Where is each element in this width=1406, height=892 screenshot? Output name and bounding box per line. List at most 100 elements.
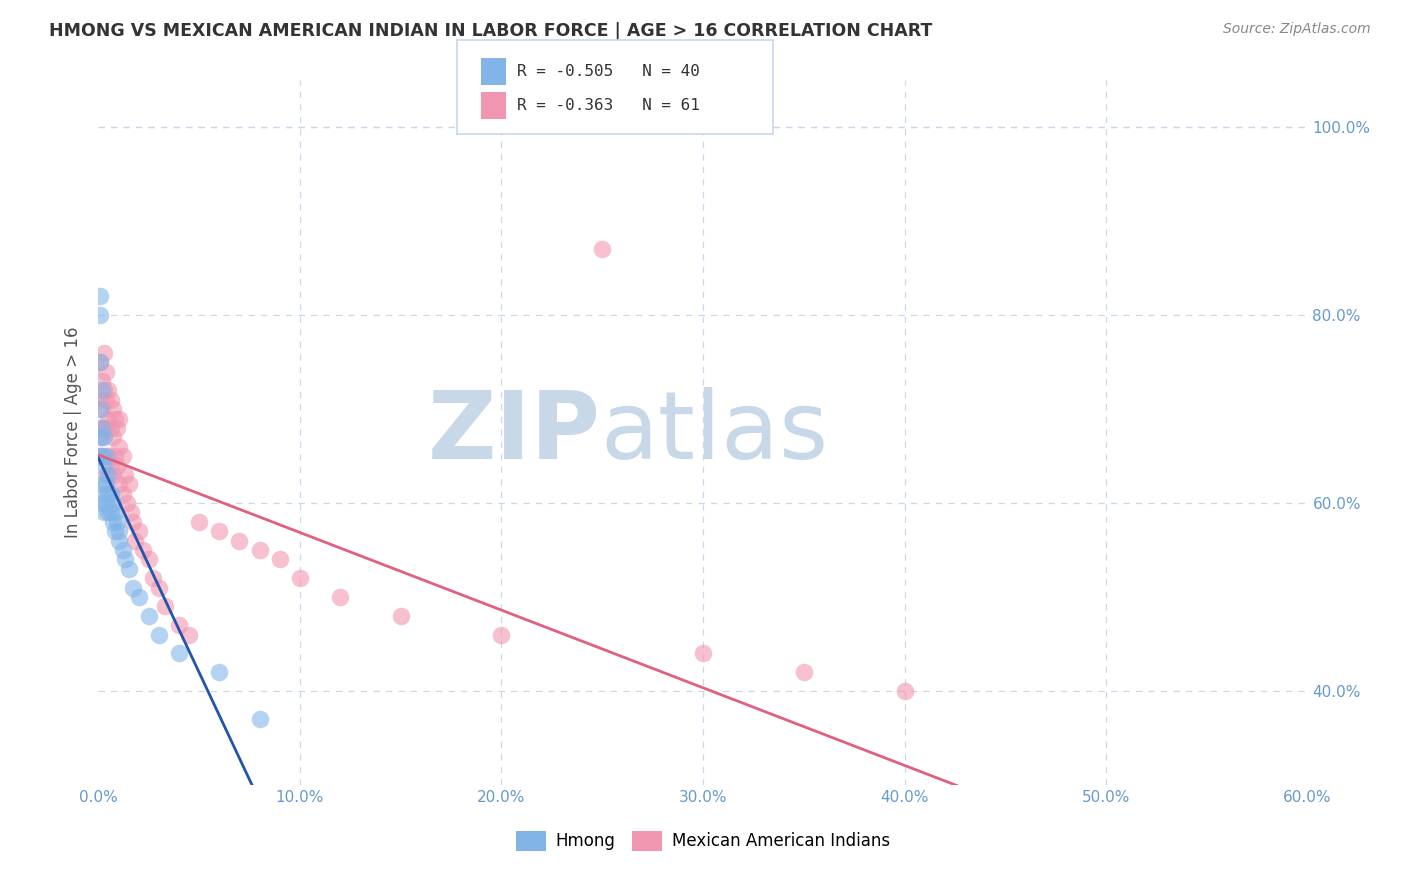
Point: [115, 496, 138, 510]
Point: [138, 552, 160, 566]
Text: atlas: atlas: [600, 386, 828, 479]
Text: R = -0.363   N = 61: R = -0.363 N = 61: [517, 98, 700, 112]
Point: [91, 430, 114, 444]
Point: [329, 590, 352, 604]
Point: [249, 712, 271, 726]
Point: [389, 608, 412, 623]
Point: [96, 467, 118, 482]
Point: [93, 458, 115, 473]
Point: [148, 627, 170, 641]
Point: [100, 506, 122, 520]
Point: [97, 449, 120, 463]
Point: [107, 411, 129, 425]
Point: [96, 421, 118, 435]
Point: [89, 355, 111, 369]
Text: Source: ZipAtlas.com: Source: ZipAtlas.com: [1223, 22, 1371, 37]
Point: [97, 411, 120, 425]
Point: [103, 506, 125, 520]
Point: [105, 515, 128, 529]
Point: [111, 486, 134, 500]
Point: [118, 477, 141, 491]
Point: [89, 421, 111, 435]
Point: [269, 552, 291, 566]
Point: [101, 496, 124, 510]
Point: [96, 392, 118, 407]
Point: [188, 515, 211, 529]
Point: [132, 543, 155, 558]
Point: [107, 477, 129, 491]
Point: [208, 665, 231, 680]
Point: [101, 402, 124, 417]
Point: [893, 684, 915, 698]
Point: [100, 458, 122, 473]
Point: [89, 430, 111, 444]
Point: [89, 402, 111, 417]
Point: [114, 552, 136, 566]
Point: [89, 289, 111, 303]
Point: [107, 533, 129, 548]
Point: [167, 647, 190, 661]
Point: [91, 384, 114, 398]
Point: [93, 421, 115, 435]
Y-axis label: In Labor Force | Age > 16: In Labor Force | Age > 16: [65, 326, 83, 539]
Legend: Hmong, Mexican American Indians: Hmong, Mexican American Indians: [509, 824, 897, 858]
Point: [100, 486, 122, 500]
Point: [111, 449, 134, 463]
Point: [208, 524, 231, 539]
Point: [153, 599, 176, 614]
Point: [89, 355, 111, 369]
Point: [96, 477, 118, 491]
Point: [91, 477, 114, 491]
Point: [793, 665, 815, 680]
Point: [121, 515, 143, 529]
Point: [101, 430, 124, 444]
Point: [288, 571, 311, 585]
Point: [491, 627, 513, 641]
Point: [89, 308, 111, 322]
Point: [128, 524, 150, 539]
Point: [128, 590, 150, 604]
Point: [97, 486, 120, 500]
Text: ZIP: ZIP: [427, 386, 600, 479]
Point: [96, 449, 118, 463]
Point: [97, 467, 120, 482]
Point: [91, 496, 114, 510]
Point: [93, 449, 115, 463]
Point: [120, 506, 142, 520]
Point: [101, 467, 124, 482]
Point: [105, 421, 128, 435]
Point: [105, 458, 128, 473]
Point: [107, 524, 129, 539]
Point: [124, 533, 146, 548]
Point: [138, 608, 160, 623]
Point: [591, 243, 613, 257]
Point: [97, 384, 120, 398]
Point: [100, 421, 122, 435]
Point: [93, 384, 115, 398]
Point: [96, 365, 118, 379]
Point: [91, 449, 114, 463]
Point: [91, 402, 114, 417]
Point: [89, 449, 111, 463]
Point: [111, 543, 134, 558]
Point: [96, 496, 118, 510]
Point: [118, 562, 141, 576]
Point: [167, 618, 190, 632]
Point: [103, 524, 125, 539]
Point: [107, 440, 129, 454]
Point: [89, 392, 111, 407]
Point: [91, 421, 114, 435]
Point: [228, 533, 250, 548]
Point: [103, 411, 125, 425]
Point: [101, 515, 124, 529]
Point: [179, 627, 201, 641]
Point: [103, 449, 125, 463]
Point: [93, 486, 115, 500]
Text: R = -0.505   N = 40: R = -0.505 N = 40: [517, 64, 700, 78]
Point: [100, 392, 122, 407]
Point: [249, 543, 271, 558]
Point: [93, 345, 115, 359]
Point: [148, 581, 170, 595]
Point: [142, 571, 165, 585]
Point: [114, 467, 136, 482]
